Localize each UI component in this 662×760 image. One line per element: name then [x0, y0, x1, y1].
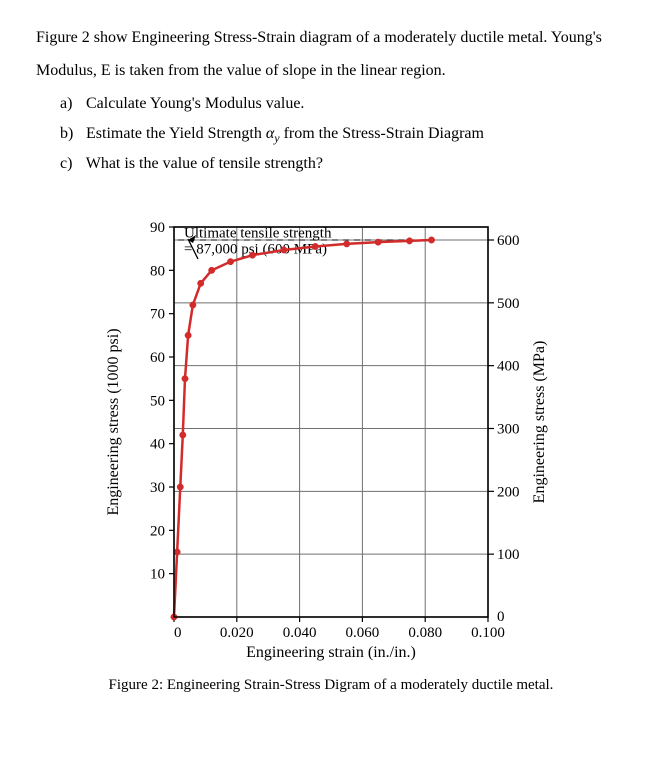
yield-symbol-sub: y — [274, 131, 279, 145]
svg-text:0.020: 0.020 — [220, 625, 254, 641]
question-a-text: Calculate Young's Modulus value. — [86, 95, 304, 112]
svg-text:600: 600 — [497, 233, 520, 249]
svg-text:50: 50 — [150, 394, 165, 410]
question-b: b) Estimate the Yield Strength αy from t… — [60, 120, 626, 149]
question-a: a) Calculate Young's Modulus value. — [60, 90, 626, 117]
svg-text:0.100: 0.100 — [471, 625, 505, 641]
svg-text:10: 10 — [150, 567, 165, 583]
svg-text:200: 200 — [497, 485, 520, 501]
svg-text:70: 70 — [150, 307, 165, 323]
svg-text:0: 0 — [497, 609, 505, 625]
question-list: a) Calculate Young's Modulus value. b) E… — [60, 90, 626, 177]
intro-line-2: Modulus, E is taken from the value of sl… — [36, 57, 626, 84]
figure-caption: Figure 2: Engineering Strain-Stress Digr… — [36, 673, 626, 699]
svg-text:300: 300 — [497, 422, 520, 438]
svg-text:400: 400 — [497, 359, 520, 375]
intro-line-1: Figure 2 show Engineering Stress-Strain … — [36, 24, 626, 51]
stress-strain-chart: 102030405060708090010020030040050060000.… — [96, 207, 566, 667]
svg-text:40: 40 — [150, 437, 165, 453]
svg-text:0.040: 0.040 — [283, 625, 317, 641]
figure-container: 102030405060708090010020030040050060000.… — [36, 207, 626, 699]
question-b-prefix: Estimate the Yield Strength — [86, 125, 266, 142]
svg-text:90: 90 — [150, 220, 165, 236]
svg-text:20: 20 — [150, 524, 165, 540]
question-c-label: c) — [60, 150, 82, 177]
svg-text:0.080: 0.080 — [408, 625, 442, 641]
question-a-label: a) — [60, 90, 82, 117]
question-b-label: b) — [60, 120, 82, 147]
svg-text:500: 500 — [497, 296, 520, 312]
question-b-suffix: from the Stress-Strain Diagram — [284, 125, 484, 142]
svg-text:Engineering strain (in./in.): Engineering strain (in./in.) — [246, 644, 416, 661]
question-c: c) What is the value of tensile strength… — [60, 150, 626, 177]
svg-text:100: 100 — [497, 547, 520, 563]
svg-text:0.060: 0.060 — [346, 625, 380, 641]
svg-text:Engineering stress (1000 psi): Engineering stress (1000 psi) — [105, 329, 122, 516]
svg-text:80: 80 — [150, 264, 165, 280]
svg-text:30: 30 — [150, 480, 165, 496]
svg-text:60: 60 — [150, 350, 165, 366]
svg-text:0: 0 — [174, 625, 182, 641]
svg-text:Engineering stress (MPa): Engineering stress (MPa) — [531, 341, 548, 504]
svg-text:Ultimate tensile strength: Ultimate tensile strength — [184, 226, 332, 242]
question-c-text: What is the value of tensile strength? — [86, 155, 323, 172]
yield-symbol-base: α — [266, 125, 274, 142]
